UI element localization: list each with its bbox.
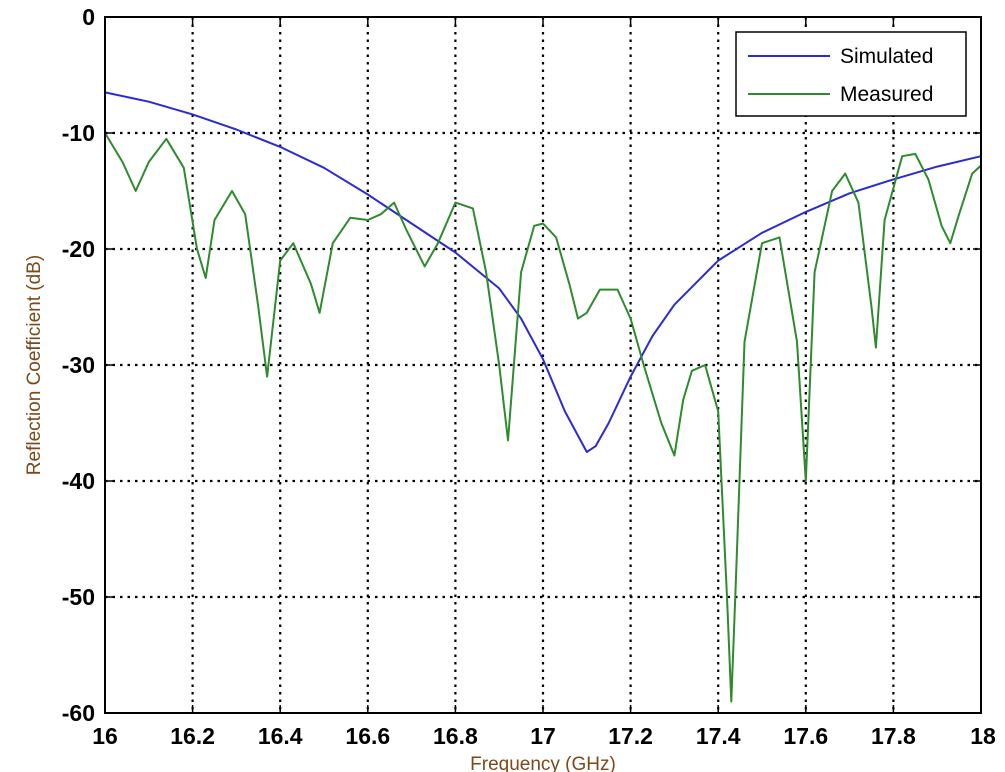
legend-label-measured: Measured: [840, 83, 933, 106]
plot-series: [104, 91, 982, 703]
y-tick-label: 0: [82, 4, 95, 30]
x-tick-label: 16.6: [345, 723, 390, 749]
series-line-measured: [104, 132, 982, 703]
y-axis-title: Reflection Coefficient (dB): [24, 255, 45, 475]
x-axis-title: Frequency (GHz): [470, 754, 616, 772]
axis-ticks: 16 16.2 16.4 16.6 16.8 17 17.2 17.4 17.6 17.8 18 0 -…: [62, 4, 996, 749]
x-tick-label: 16.4: [258, 723, 303, 749]
x-tick-label: 17.6: [783, 723, 828, 749]
grid: [105, 17, 981, 713]
legend-box: [735, 31, 967, 117]
x-tick-label: 17.2: [608, 723, 653, 749]
y-tick-label: -40: [62, 468, 95, 494]
y-tick-label: -20: [62, 236, 95, 262]
x-tick-label: 18: [970, 723, 996, 749]
y-tick-label: -10: [62, 120, 95, 146]
x-tick-label: 16: [92, 723, 118, 749]
y-tick-label: -50: [62, 584, 95, 610]
legend-label-simulated: Simulated: [840, 45, 933, 68]
x-tick-label: 17: [530, 723, 556, 749]
series-line-simulated: [104, 91, 982, 453]
x-tick-label: 17.4: [696, 723, 741, 749]
x-tick-label: 16.8: [433, 723, 478, 749]
y-tick-label: -30: [62, 352, 95, 378]
legend: Simulated Measured: [735, 31, 967, 117]
x-tick-label: 16.2: [170, 723, 215, 749]
x-tick-label: 17.8: [871, 723, 916, 749]
y-tick-label: -60: [62, 700, 95, 726]
